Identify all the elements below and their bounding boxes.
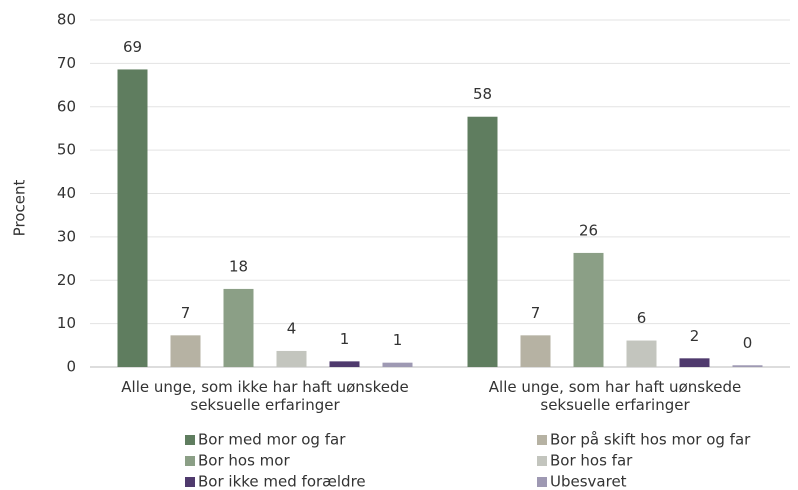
data-label: 58 xyxy=(473,85,492,103)
y-tick-label: 70 xyxy=(57,54,76,72)
y-tick-label: 30 xyxy=(57,227,76,245)
legend-label: Bor på skift hos mor og far xyxy=(550,431,751,449)
data-label: 69 xyxy=(123,38,142,56)
data-label: 2 xyxy=(690,327,700,345)
y-tick-label: 0 xyxy=(66,358,76,376)
bar xyxy=(170,335,201,367)
legend-swatch xyxy=(537,435,547,445)
bar xyxy=(520,335,551,367)
y-tick-label: 40 xyxy=(57,184,76,202)
legend-label: Bor ikke med forældre xyxy=(198,473,366,490)
bar xyxy=(382,362,413,367)
bar xyxy=(573,252,604,367)
legend-label: Ubesvaret xyxy=(550,473,627,490)
y-tick-label: 80 xyxy=(57,11,76,29)
data-label: 1 xyxy=(340,330,350,348)
legend-swatch xyxy=(537,477,547,487)
x-tick-label: Alle unge, som ikke har haft uønskede se… xyxy=(121,378,409,414)
bar xyxy=(467,116,498,367)
legend-swatch xyxy=(185,435,195,445)
legend-label: Bor med mor og far xyxy=(198,431,346,449)
y-tick-label: 50 xyxy=(57,141,76,159)
bar xyxy=(732,365,763,367)
legend-swatch xyxy=(185,477,195,487)
legend-label: Bor hos far xyxy=(550,452,633,470)
bar xyxy=(679,358,710,367)
data-label: 6 xyxy=(637,309,647,327)
bar xyxy=(223,288,254,367)
data-label: 0 xyxy=(743,334,753,352)
legend-swatch xyxy=(537,456,547,466)
bar xyxy=(276,350,307,367)
bar xyxy=(626,340,657,367)
y-tick-label: 60 xyxy=(57,97,76,115)
y-axis-label: Procent xyxy=(11,180,29,237)
legend-swatch xyxy=(185,456,195,466)
data-label: 4 xyxy=(287,319,297,337)
data-label: 1 xyxy=(393,331,403,349)
data-label: 7 xyxy=(181,304,191,322)
legend-label: Bor hos mor xyxy=(198,452,290,470)
bar xyxy=(329,361,360,367)
y-tick-label: 20 xyxy=(57,271,76,289)
x-tick-label: Alle unge, som har haft uønskede seksuel… xyxy=(488,378,742,414)
data-label: 18 xyxy=(229,257,248,275)
data-label: 26 xyxy=(579,221,598,239)
data-label: 7 xyxy=(531,304,541,322)
bar xyxy=(117,69,148,367)
y-tick-label: 10 xyxy=(57,314,76,332)
